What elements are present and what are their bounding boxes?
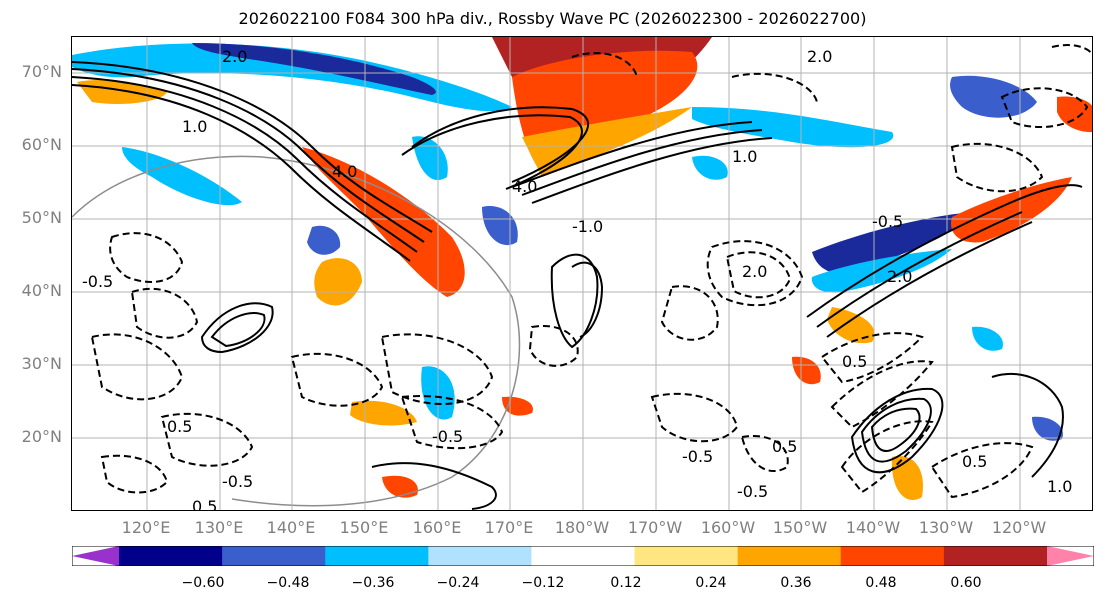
shade-orange-ep xyxy=(827,307,875,344)
shade-blue-ep-mid xyxy=(692,155,728,180)
contour-label-2: 1.0 xyxy=(182,117,207,136)
contour-label-1: 2.0 xyxy=(222,47,247,66)
shade-orange-ne-edge xyxy=(1057,96,1092,132)
contour-label-17: 0.5 xyxy=(962,452,987,471)
shade-orange-west xyxy=(77,80,167,104)
map-panel: 2.0 1.0 4.0 -0.5 0.5 -1.0 2.0 1.0 4.0 -0… xyxy=(71,36,1093,511)
shade-red-ep-south xyxy=(792,356,821,385)
colorbar-tick-7: 0.24 xyxy=(695,575,727,591)
contour-label-9: 4.0 xyxy=(512,177,537,196)
shade-blue-se2 xyxy=(1032,416,1063,441)
lon-label-140e: 140°E xyxy=(266,518,316,537)
contour-label-10: -0.5 xyxy=(222,472,253,491)
contour-label-21: 0.5 xyxy=(842,352,867,371)
shade-red-japan xyxy=(302,147,465,297)
shade-navy-jet-north xyxy=(192,43,436,95)
lon-label-150w: 150°W xyxy=(772,518,828,537)
shade-orange-ribbon xyxy=(522,107,692,177)
lon-label-140w: 140°W xyxy=(845,518,901,537)
colorbar-tick-2: −0.48 xyxy=(266,575,310,591)
contour-label-5: 0.5 xyxy=(167,417,192,436)
colorbar-tick-6: 0.12 xyxy=(610,575,642,591)
lon-label-160w: 160°W xyxy=(700,518,756,537)
colorbar-tick-3: −0.36 xyxy=(351,575,395,591)
lon-label-160e: 160°E xyxy=(412,518,462,537)
contour-label-6: -1.0 xyxy=(572,217,603,236)
contour-labels: 2.0 1.0 4.0 -0.5 0.5 -1.0 2.0 1.0 4.0 -0… xyxy=(82,47,1072,511)
colorbar-segment xyxy=(119,546,223,566)
shade-blue-ep-jet xyxy=(812,212,972,274)
contour-label-7: 2.0 xyxy=(807,47,832,66)
lon-label-130w: 130°W xyxy=(918,518,974,537)
contour-label-18: 1.0 xyxy=(1047,477,1072,496)
colorbar-segment xyxy=(737,546,842,566)
shaded-anomalies xyxy=(72,37,1092,501)
contour-label-4: -0.5 xyxy=(82,272,113,291)
map-canvas: 2.0 1.0 4.0 -0.5 0.5 -1.0 2.0 1.0 4.0 -0… xyxy=(72,37,1092,511)
shade-red-sw xyxy=(382,475,418,498)
gridlines xyxy=(72,37,1092,510)
shade-blue-jet-north xyxy=(72,43,512,112)
shade-orange-japan xyxy=(314,258,362,306)
colorbar-tick-8: 0.36 xyxy=(780,575,812,591)
shade-blue-ne-corner xyxy=(950,75,1037,118)
colorbar-tick-4: −0.24 xyxy=(436,575,480,591)
colorbar-extend-high xyxy=(1047,546,1094,566)
lon-label-130e: 130°E xyxy=(194,518,244,537)
colorbar-segment xyxy=(325,546,429,566)
lat-label-60n: 60°N xyxy=(21,135,62,154)
lon-label-170w: 170°W xyxy=(627,518,683,537)
lat-label-70n: 70°N xyxy=(21,62,62,81)
colorbar-tick-5: −0.12 xyxy=(521,575,565,591)
lon-label-180w: 180°W xyxy=(554,518,610,537)
colorbar-segment xyxy=(222,546,326,566)
shade-orange-south xyxy=(350,400,417,426)
shade-blue-170e xyxy=(482,206,518,246)
colorbar-tick-10: 0.60 xyxy=(950,575,982,591)
contour-label-12: -0.5 xyxy=(432,427,463,446)
shade-red-ep-jet xyxy=(951,177,1072,243)
shade-blue-japan xyxy=(307,225,341,255)
contour-label-15: 0.5 xyxy=(772,437,797,456)
colorbar-segment xyxy=(634,546,739,566)
contour-label-20: 2.0 xyxy=(887,267,912,286)
contour-label-16: -0.5 xyxy=(737,482,768,501)
colorbar-segment xyxy=(840,546,945,566)
shade-blue-west xyxy=(122,147,242,206)
lon-label-150e: 150°E xyxy=(339,518,389,537)
lat-label-20n: 20°N xyxy=(21,427,62,446)
contour-label-3: 4.0 xyxy=(332,162,357,181)
shade-blue-mid xyxy=(412,136,448,181)
colorbar-segment xyxy=(943,546,1048,566)
colorbar xyxy=(71,545,1095,567)
lat-label-40n: 40°N xyxy=(21,281,62,300)
lon-label-170e: 170°E xyxy=(484,518,534,537)
solid-contours xyxy=(72,61,1083,510)
lon-label-120w: 120°W xyxy=(991,518,1047,537)
colorbar-segments xyxy=(72,546,1094,566)
shade-blue-se xyxy=(972,326,1003,351)
colorbar-svg xyxy=(71,545,1095,567)
lat-label-50n: 50°N xyxy=(21,208,62,227)
reference-circle-arc xyxy=(72,155,521,507)
shade-blue-ep-jet-outer xyxy=(811,249,952,293)
lat-label-30n: 30°N xyxy=(21,354,62,373)
contour-label-11: 0.5 xyxy=(192,497,217,511)
colorbar-tick-1: −0.60 xyxy=(181,575,225,591)
contour-label-13: 2.0 xyxy=(742,262,767,281)
colorbar-segment xyxy=(531,546,636,566)
contour-label-19: -0.5 xyxy=(872,212,903,231)
dashed-contours xyxy=(90,44,1092,499)
contour-label-14: -0.5 xyxy=(682,447,713,466)
shade-blue-north-east xyxy=(692,107,894,148)
colorbar-extend-low xyxy=(72,546,119,566)
shade-red-south xyxy=(502,396,533,416)
colorbar-tick-9: 0.48 xyxy=(865,575,897,591)
lon-label-120e: 120°E xyxy=(121,518,171,537)
map-title: 2026022100 F084 300 hPa div., Rossby Wav… xyxy=(238,9,867,28)
shade-orange-ep-south xyxy=(891,456,923,501)
contour-label-8: 1.0 xyxy=(732,147,757,166)
colorbar-segment xyxy=(428,546,532,566)
